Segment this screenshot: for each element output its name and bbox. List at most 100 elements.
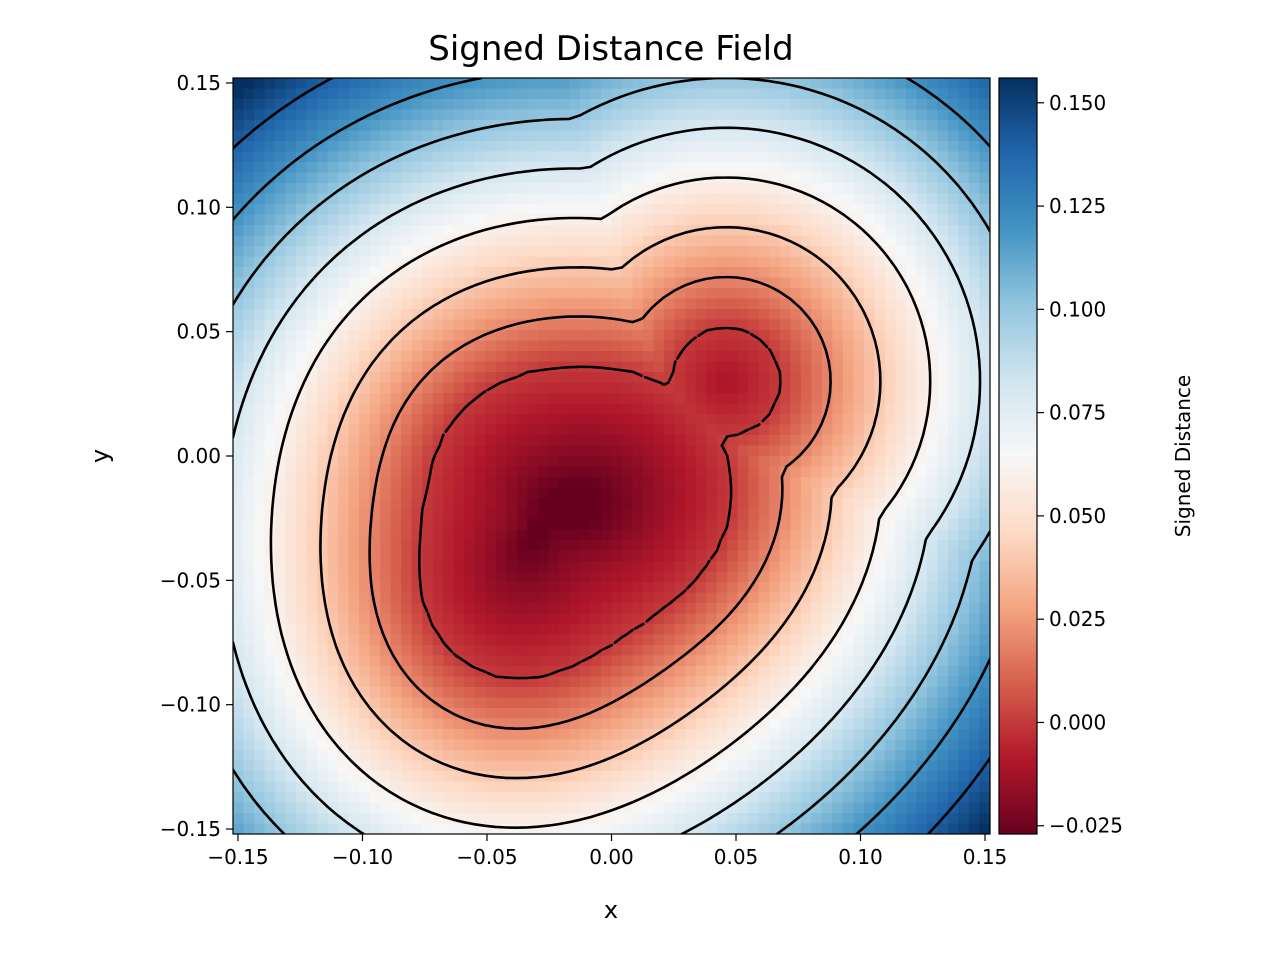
heatmap-cell (422, 372, 434, 384)
heatmap-cell (947, 771, 960, 783)
heatmap-cell (411, 771, 423, 783)
heatmap-cell (874, 498, 886, 510)
heatmap-cell (548, 141, 560, 153)
heatmap-cell (769, 193, 781, 205)
heatmap-cell (527, 529, 539, 541)
heatmap-cell (411, 361, 423, 373)
heatmap-cell (443, 477, 455, 489)
heatmap-cell (758, 729, 770, 741)
heatmap-cell (432, 519, 444, 531)
heatmap-cell (474, 298, 486, 310)
heatmap-cell (674, 634, 686, 646)
heatmap-cell (916, 172, 928, 184)
heatmap-cell (506, 403, 518, 415)
heatmap-cell (685, 393, 697, 405)
heatmap-cell (495, 571, 507, 583)
heatmap-cell (800, 183, 812, 195)
heatmap-cell (380, 466, 392, 478)
heatmap-cell (243, 771, 255, 783)
heatmap-cell (537, 193, 550, 205)
heatmap-cell (727, 582, 739, 594)
heatmap-cell (832, 267, 844, 279)
heatmap-cell (800, 519, 812, 531)
heatmap-cell (685, 739, 697, 751)
heatmap-cell (905, 729, 917, 741)
heatmap-cell (432, 550, 444, 562)
heatmap-cell (495, 802, 507, 814)
heatmap-cell (558, 120, 571, 132)
heatmap-cell (643, 550, 655, 562)
heatmap-cell (401, 277, 413, 289)
heatmap-cell (895, 603, 907, 615)
heatmap-cell (832, 130, 844, 142)
heatmap-cell (422, 729, 434, 741)
heatmap-cell (905, 141, 917, 153)
heatmap-cell (716, 540, 728, 552)
heatmap-cell (758, 477, 770, 489)
heatmap-cell (264, 214, 276, 226)
heatmap-cell (327, 120, 339, 132)
heatmap-cell (958, 204, 970, 216)
heatmap-cell (800, 435, 812, 447)
heatmap-cell (916, 393, 928, 405)
heatmap-cell (537, 109, 550, 121)
heatmap-cell (622, 288, 634, 300)
heatmap-cell (537, 508, 550, 520)
heatmap-cell (464, 256, 476, 268)
heatmap-cell (317, 750, 329, 762)
heatmap-cell (758, 781, 770, 793)
heatmap-cell (664, 666, 676, 678)
heatmap-cell (958, 382, 970, 394)
heatmap-cell (947, 330, 960, 342)
heatmap-cell (916, 561, 928, 573)
heatmap-cell (695, 193, 707, 205)
heatmap-cell (632, 193, 644, 205)
heatmap-cell (579, 666, 592, 678)
heatmap-cell (317, 403, 329, 415)
heatmap-cell (285, 771, 297, 783)
heatmap-cell (422, 466, 434, 478)
heatmap-cell (832, 634, 844, 646)
heatmap-cell (579, 172, 592, 184)
heatmap-cell (979, 88, 990, 100)
heatmap-cell (411, 592, 423, 604)
heatmap-cell (600, 130, 613, 142)
heatmap-cell (884, 435, 896, 447)
heatmap-cell (464, 246, 476, 258)
heatmap-cell (611, 466, 623, 478)
heatmap-cell (485, 655, 497, 667)
heatmap-cell (506, 687, 518, 699)
heatmap-cell (737, 214, 749, 226)
heatmap-cell (401, 414, 413, 426)
heatmap-cell (653, 267, 665, 279)
heatmap-cell (685, 414, 697, 426)
heatmap-cell (327, 414, 339, 426)
heatmap-cell (979, 624, 990, 636)
heatmap-cell (926, 550, 939, 562)
heatmap-cell (916, 613, 928, 625)
heatmap-cell (800, 718, 812, 730)
heatmap-cell (748, 655, 760, 667)
heatmap-cell (359, 172, 371, 184)
heatmap-cell (516, 330, 528, 342)
heatmap-cell (769, 120, 781, 132)
heatmap-cell (285, 162, 297, 174)
heatmap-cell (916, 498, 928, 510)
heatmap-cell (800, 214, 812, 226)
heatmap-cell (401, 571, 413, 583)
heatmap-cell (695, 603, 707, 615)
heatmap-cell (821, 361, 833, 373)
heatmap-cell (811, 456, 823, 468)
heatmap-cell (685, 288, 697, 300)
heatmap-cell (527, 561, 539, 573)
heatmap-cell (579, 750, 592, 762)
heatmap-cell (706, 676, 718, 688)
heatmap-cell (853, 697, 865, 709)
heatmap-cell (527, 414, 539, 426)
heatmap-cell (264, 267, 276, 279)
heatmap-cell (548, 235, 560, 247)
heatmap-cell (254, 172, 266, 184)
heatmap-cell (832, 456, 844, 468)
heatmap-cell (285, 676, 297, 688)
heatmap-cell (254, 351, 266, 363)
